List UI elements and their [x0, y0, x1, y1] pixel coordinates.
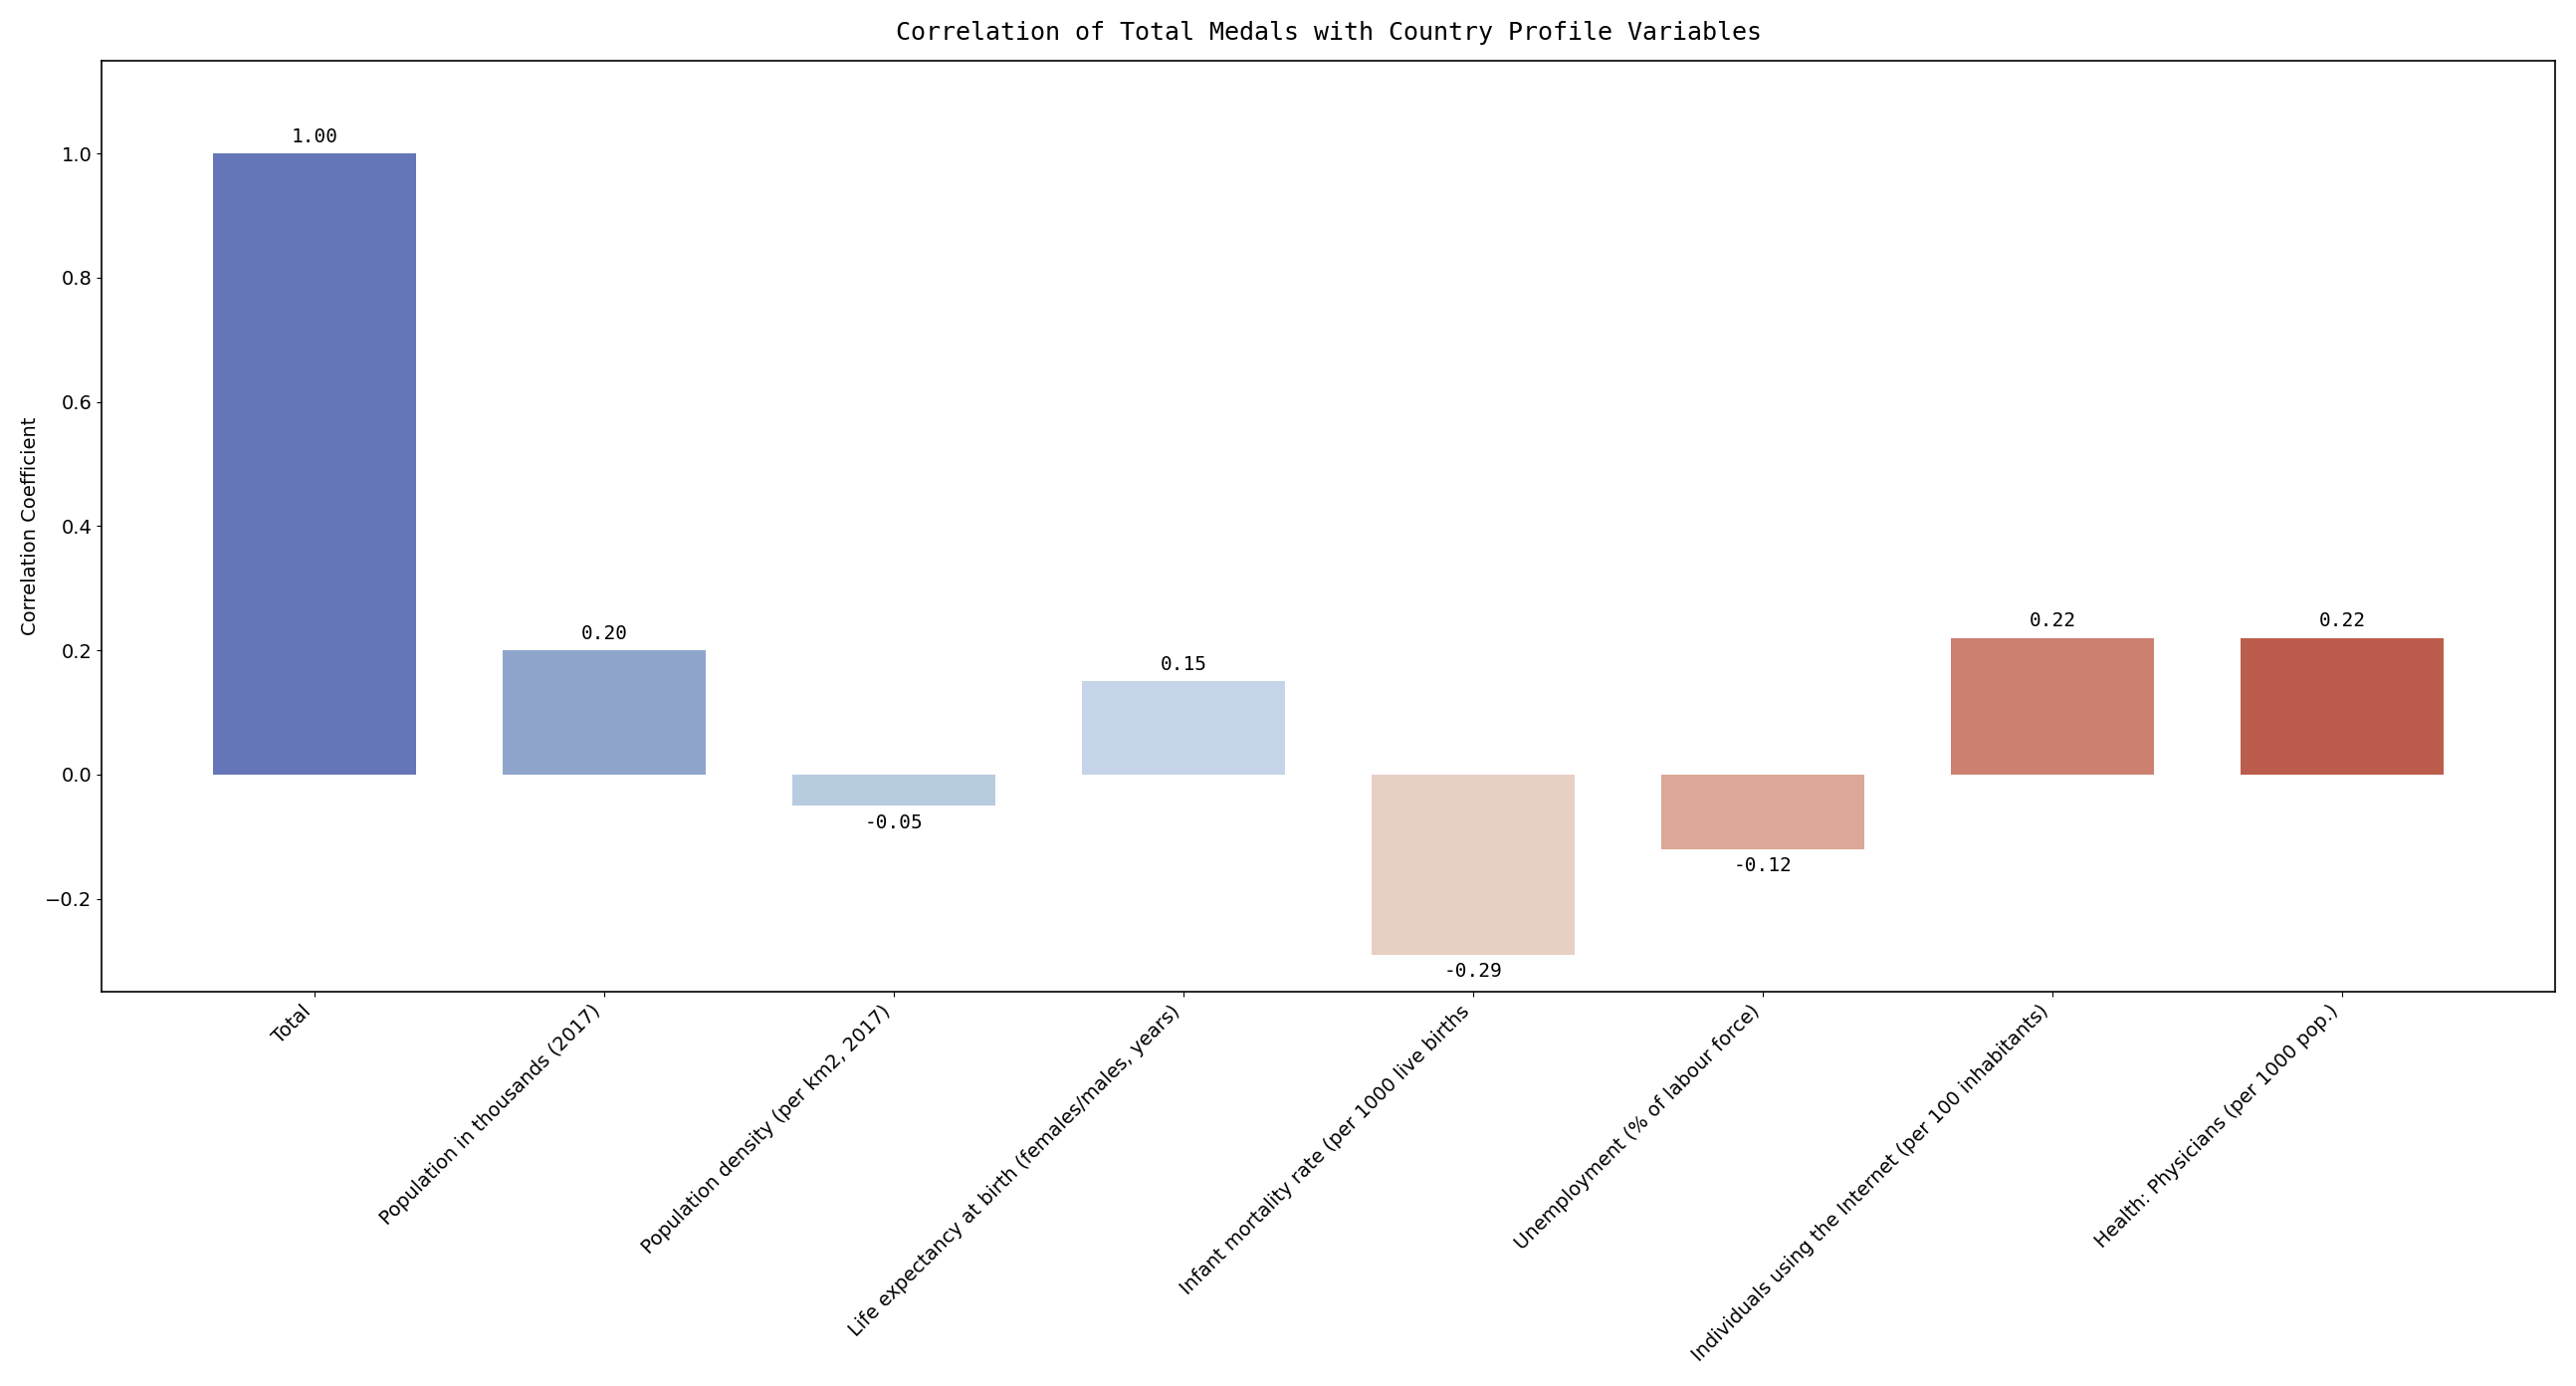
Bar — [1373, 775, 1574, 955]
Bar — [793, 775, 994, 805]
Text: 1.00: 1.00 — [291, 128, 337, 146]
Text: 0.15: 0.15 — [1159, 656, 1208, 674]
Bar — [2241, 638, 2445, 775]
Bar — [502, 650, 706, 775]
Y-axis label: Correlation Coefficient: Correlation Coefficient — [21, 417, 39, 635]
Bar — [1662, 775, 1865, 850]
Text: 0.20: 0.20 — [582, 624, 629, 643]
Bar — [1953, 638, 2154, 775]
Text: -0.29: -0.29 — [1445, 962, 1502, 981]
Text: -0.05: -0.05 — [866, 814, 922, 832]
Bar — [1082, 682, 1285, 775]
Text: 0.22: 0.22 — [2318, 611, 2365, 631]
Title: Correlation of Total Medals with Country Profile Variables: Correlation of Total Medals with Country… — [896, 21, 1762, 44]
Bar — [214, 154, 417, 775]
Text: -0.12: -0.12 — [1734, 857, 1793, 876]
Text: 0.22: 0.22 — [2030, 611, 2076, 631]
